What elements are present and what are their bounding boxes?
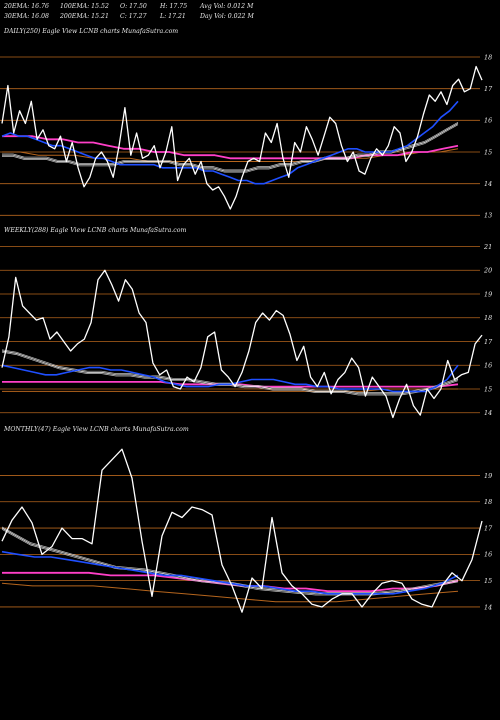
avg-vol-label: Avg Vol: 0.012 M: [200, 3, 254, 10]
y-tick-label: 18: [484, 498, 492, 506]
y-tick-label: 17: [484, 85, 493, 93]
y-tick-label: 14: [484, 180, 492, 188]
y-tick-label: 14: [484, 409, 492, 417]
price-line: [1, 269, 483, 419]
ema200-label: 200EMA: 15.21: [60, 13, 109, 20]
close-label: C: 17.27: [120, 13, 147, 20]
y-tick-label: 16: [484, 362, 492, 370]
ema-fast-line: [1, 364, 459, 393]
y-tick-label: 15: [484, 577, 492, 585]
y-tick-label: 21: [483, 243, 492, 251]
y-tick-label: 14: [484, 603, 492, 611]
y-tick-label: 18: [484, 53, 492, 61]
y-tick-label: 20: [483, 267, 492, 275]
price-line: [1, 448, 483, 613]
low-label: L: 17.21: [160, 13, 186, 20]
weekly-panel-title: WEEKLY(288) Eagle View LCNB charts Munaf…: [4, 227, 187, 234]
open-label: O: 17.50: [120, 3, 147, 10]
ema100-label: 100EMA: 15.52: [60, 3, 109, 10]
y-tick-label: 15: [484, 148, 492, 156]
ma-line-1: [2, 121, 459, 171]
ema-fast-line: [1, 550, 459, 595]
ema20-label: 20EMA: 16.76: [4, 3, 49, 10]
ma-line-3: [1, 351, 459, 396]
y-tick-label: 19: [484, 290, 492, 298]
y-tick-label: 15: [484, 385, 492, 393]
y-tick-label: 13: [484, 212, 492, 220]
day-vol-label: Day Vol: 0.022 M: [200, 13, 254, 20]
ema30-label: 30EMA: 16.08: [4, 13, 49, 20]
y-tick-label: 16: [484, 117, 492, 125]
y-tick-label: 18: [484, 314, 492, 322]
y-tick-label: 17: [484, 524, 493, 532]
ema-brown-line: [1, 582, 459, 603]
y-tick-label: 19: [484, 472, 492, 480]
daily-panel-title: DAILY(250) Eagle View LCNB charts Munafa…: [4, 28, 179, 35]
y-tick-label: 17: [484, 338, 493, 346]
y-tick-label: 16: [484, 551, 492, 559]
ema-fast-line: [1, 100, 459, 185]
monthly-panel-title: MONTHLY(47) Eagle View LCNB charts Munaf…: [4, 426, 189, 433]
price-line: [1, 65, 483, 210]
high-label: H: 17.75: [160, 3, 188, 10]
